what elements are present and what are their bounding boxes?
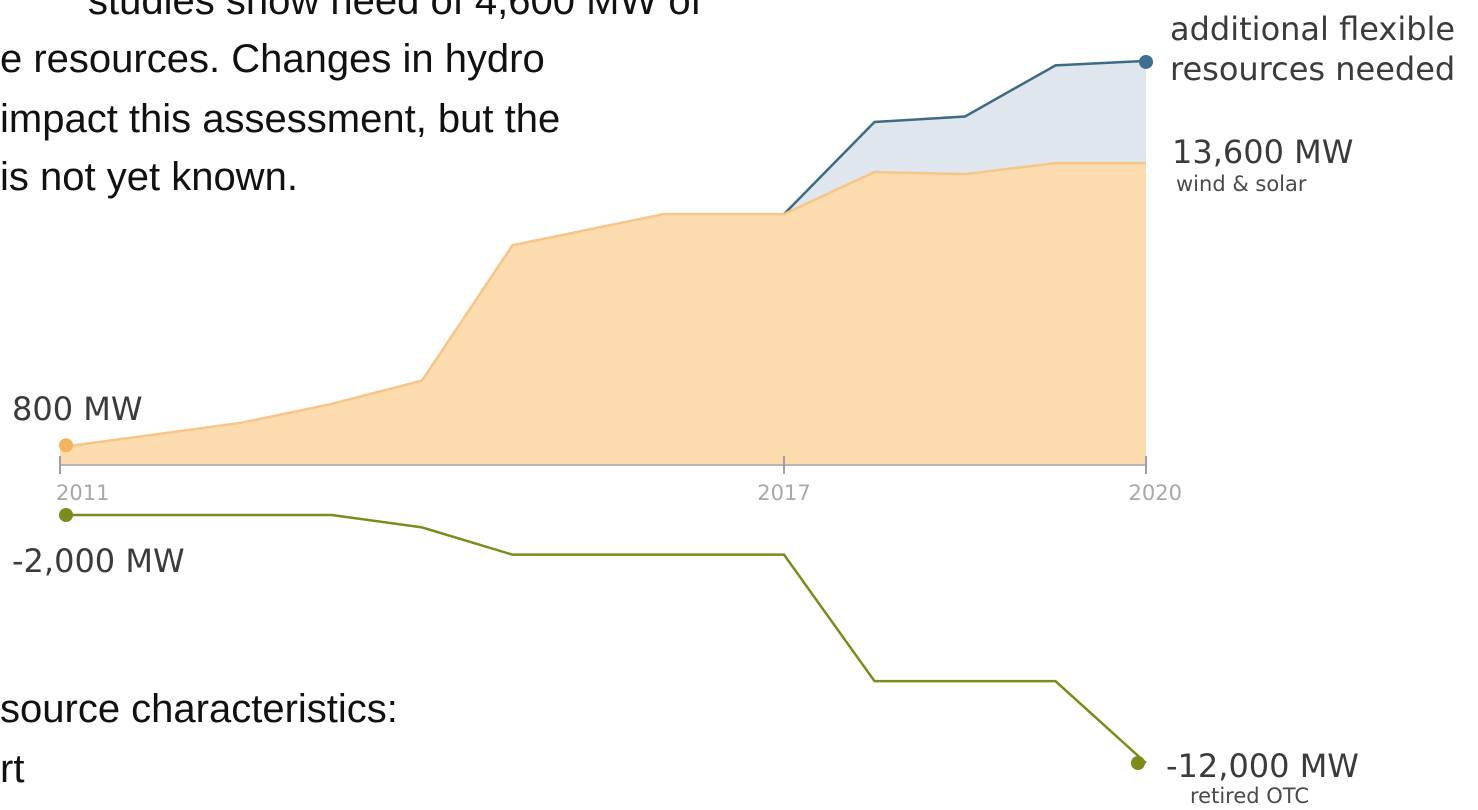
wind-solar-start-point: [59, 438, 73, 453]
chart-areas: [60, 60, 1146, 465]
x-tick-label-2017: 2017: [757, 481, 810, 505]
wind-solar-area: [60, 163, 1146, 465]
retired-start-label: -2,000 MW: [12, 542, 185, 580]
flexible-resources-area: [784, 60, 1146, 215]
characteristics-line-2: rt: [0, 747, 25, 791]
flexible-end-point: [1139, 54, 1153, 69]
chart-points: [59, 54, 1153, 770]
retired-otc-line: [60, 513, 1147, 764]
x-axis: 2011 2017 2020: [56, 456, 1182, 505]
retired-otc-value-label: -12,000 MW: [1166, 747, 1359, 785]
x-tick-label-2011: 2011: [56, 481, 109, 505]
characteristics-line-1: source characteristics:: [0, 687, 398, 731]
retired-otc-label: retired OTC: [1190, 784, 1309, 808]
flexible-resources-line: [783, 59, 1147, 216]
wind-solar-label: wind & solar: [1176, 172, 1307, 196]
intro-line-3: impact this assessment, but the: [0, 97, 561, 141]
chart-lines: [59, 59, 1147, 764]
retired-otc-start-point: [59, 508, 73, 522]
intro-line-1: studies show need of 4,600 MW of: [88, 0, 702, 23]
wind-solar-value-label: 13,600 MW: [1172, 133, 1353, 171]
wind-solar-line: [59, 161, 1146, 449]
intro-line-4: is not yet known.: [0, 155, 298, 199]
flexible-label-line-2: resources needed: [1170, 50, 1455, 88]
flexible-label-line-1: additional flexible: [1170, 10, 1455, 48]
intro-line-2: e resources. Changes in hydro: [0, 37, 545, 81]
retired-otc-end-point: [1131, 756, 1145, 770]
x-tick-label-2020: 2020: [1129, 481, 1182, 505]
start-value-label: 800 MW: [12, 390, 143, 428]
